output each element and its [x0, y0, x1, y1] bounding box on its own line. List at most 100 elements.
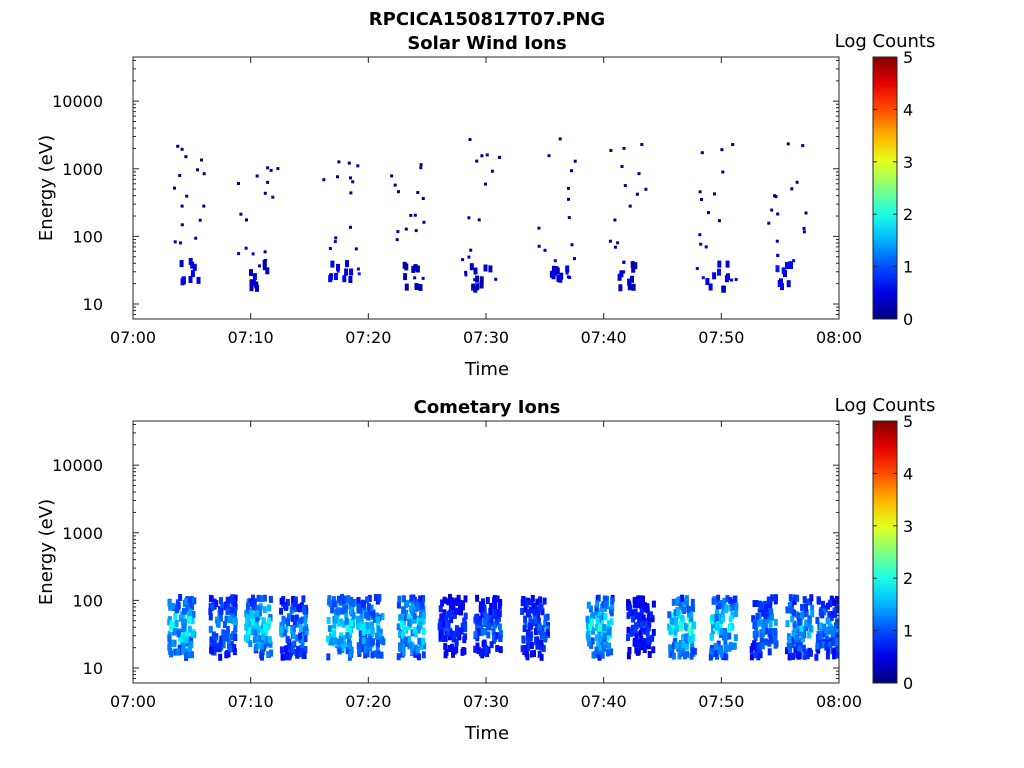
heatmap-cell: [303, 619, 308, 627]
heatmap-cell: [493, 609, 498, 617]
heatmap-cell: [687, 626, 692, 634]
heatmap-cell: [403, 636, 408, 644]
heatmap-cell: [717, 627, 722, 635]
heatmap-cell: [717, 602, 722, 610]
heatmap-cell: [348, 607, 353, 615]
heatmap-cell: [618, 284, 623, 292]
heatmap-cell: [768, 627, 773, 635]
heatmap-cell: [336, 269, 340, 273]
heatmap-cell: [705, 278, 710, 286]
heatmap-cell: [680, 614, 685, 622]
heatmap-cell: [792, 620, 797, 628]
heatmap-cell: [803, 603, 808, 611]
heatmap-cell: [302, 652, 307, 659]
heatmap-cell: [298, 617, 303, 625]
heatmap-cell: [349, 191, 353, 195]
heatmap-cell: [444, 649, 449, 657]
heatmap-cell: [176, 144, 180, 148]
heatmap-cell: [832, 648, 837, 656]
heatmap-cell: [233, 594, 238, 602]
x-tick-label: 07:10: [228, 328, 274, 347]
heatmap-cell: [370, 627, 375, 635]
heatmap-cell: [634, 622, 639, 630]
heatmap-cell: [795, 594, 800, 602]
heatmap-cell: [776, 254, 780, 258]
heatmap-cell: [686, 605, 691, 613]
heatmap-cell: [728, 643, 733, 651]
heatmap-cell: [249, 628, 254, 636]
heatmap-cell: [787, 636, 792, 644]
heatmap-cell: [416, 601, 421, 609]
y-tick-label: 10000: [52, 456, 103, 475]
heatmap-cell: [785, 262, 789, 269]
heatmap-cell: [337, 619, 341, 627]
heatmap-cell: [637, 172, 641, 176]
heatmap-cell: [600, 613, 605, 621]
heatmap-cell: [763, 612, 768, 620]
heatmap-cell: [191, 630, 196, 638]
heatmap-cell: [530, 594, 535, 602]
heatmap-cell: [248, 640, 253, 648]
heatmap-cell: [349, 225, 352, 229]
heatmap-cell: [754, 626, 759, 634]
heatmap-cell: [184, 630, 189, 638]
heatmap-cell: [338, 632, 343, 640]
heatmap-cell: [396, 601, 401, 609]
heatmap-cell: [802, 226, 806, 230]
heatmap-cell: [448, 610, 453, 618]
heatmap-cell: [449, 630, 454, 638]
heatmap-cell: [637, 640, 642, 648]
heatmap-cell: [790, 187, 794, 191]
heatmap-cell: [673, 638, 678, 645]
heatmap-cell: [495, 595, 500, 603]
heatmap-cell: [787, 602, 792, 609]
heatmap-cell: [187, 625, 192, 633]
heatmap-cell: [631, 265, 636, 273]
heatmap-cell: [714, 642, 719, 650]
heatmap-cell: [276, 167, 280, 171]
heatmap-cell: [497, 602, 502, 610]
heatmap-cell: [773, 618, 778, 626]
heatmap-cell: [602, 632, 607, 640]
heatmap-cell: [173, 648, 178, 656]
heatmap-cell: [174, 620, 179, 627]
heatmap-cell: [418, 284, 423, 291]
heatmap-cell: [365, 637, 370, 645]
heatmap-cell: [689, 627, 694, 635]
heatmap-cell: [670, 622, 675, 630]
heatmap-cell: [334, 273, 338, 280]
heatmap-cell: [252, 273, 257, 281]
heatmap-cell: [421, 651, 426, 659]
heatmap-cell: [337, 647, 342, 655]
heatmap-cell: [490, 169, 494, 173]
heatmap-cell: [419, 610, 424, 618]
heatmap-cell: [402, 261, 407, 269]
heatmap-cell: [327, 595, 332, 603]
heatmap-cell: [650, 634, 655, 642]
heatmap-cell: [651, 600, 656, 608]
heatmap-cell: [817, 641, 822, 649]
heatmap-cell: [230, 594, 235, 602]
heatmap-cell: [346, 595, 351, 603]
heatmap-cell: [300, 616, 305, 624]
heatmap-cell: [485, 153, 489, 157]
heatmap-cell: [786, 280, 791, 288]
heatmap-cell: [478, 619, 483, 627]
cometary-ions-panel: Cometary Ions 07:00 07:10 07:20 07:30 07:40 0…: [36, 395, 935, 744]
heatmap-cell: [804, 211, 808, 215]
heatmap-cell: [303, 614, 308, 622]
heatmap-cell: [609, 149, 613, 152]
heatmap-cell: [715, 623, 719, 631]
heatmap-cell: [494, 617, 499, 625]
heatmap-cell: [821, 641, 826, 649]
heatmap-cell: [759, 637, 764, 645]
heatmap-cell: [832, 610, 837, 618]
heatmap-cell: [263, 250, 267, 254]
heatmap-cell: [638, 630, 643, 637]
heatmap-cell: [366, 613, 371, 621]
heatmap-cell: [376, 625, 381, 633]
heatmap-cell: [674, 621, 679, 629]
heatmap-cell: [597, 644, 602, 652]
heatmap-cells: [173, 137, 808, 293]
